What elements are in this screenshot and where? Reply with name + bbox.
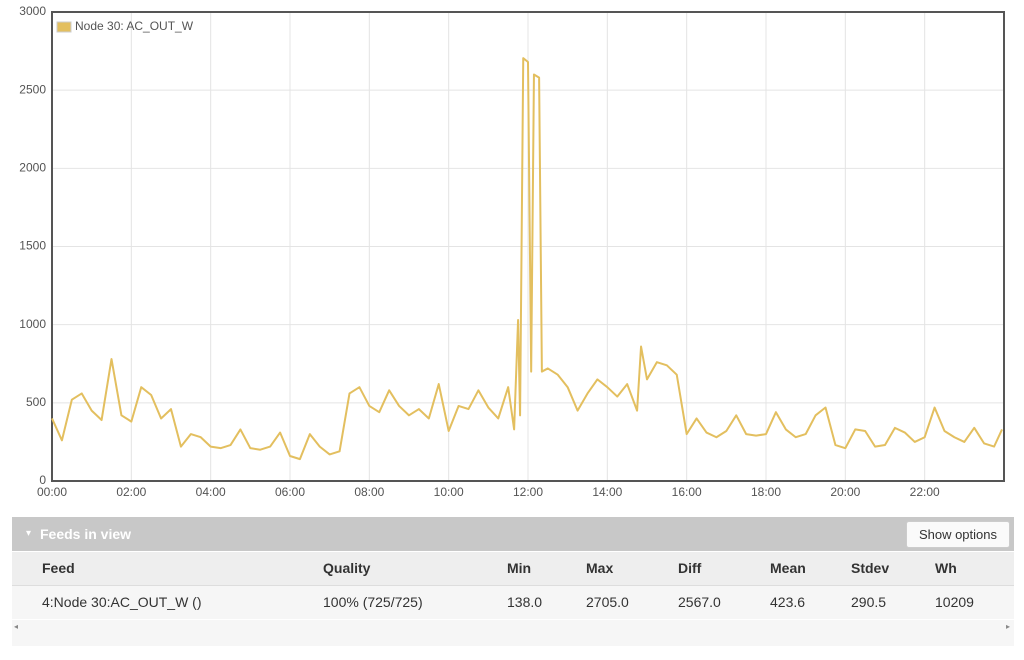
series-line bbox=[51, 57, 1003, 461]
column-header: Max bbox=[586, 560, 614, 576]
y-tick-label: 2500 bbox=[19, 82, 46, 96]
x-tick-label: 14:00 bbox=[592, 485, 622, 499]
x-tick-label: 00:00 bbox=[37, 485, 67, 499]
x-tick-label: 02:00 bbox=[116, 485, 146, 499]
column-header: Mean bbox=[770, 560, 806, 576]
legend-swatch bbox=[56, 21, 72, 33]
x-tick-label: 12:00 bbox=[513, 485, 543, 499]
x-tick-label: 08:00 bbox=[354, 485, 384, 499]
column-header: Feed bbox=[42, 560, 75, 576]
scrollbar[interactable]: ◂ ▸ bbox=[12, 620, 1014, 646]
x-tick-label: 06:00 bbox=[275, 485, 305, 499]
y-tick-label: 0 bbox=[39, 473, 46, 487]
scroll-left[interactable]: ◂ bbox=[14, 622, 19, 631]
column-header: Stdev bbox=[851, 560, 890, 576]
x-tick-label: 22:00 bbox=[910, 485, 940, 499]
panel-title: Feeds in view bbox=[40, 526, 132, 542]
y-tick-label: 1500 bbox=[19, 239, 46, 253]
y-tick-label: 2000 bbox=[19, 161, 46, 175]
x-tick-label: 20:00 bbox=[830, 485, 860, 499]
chart: 0 500 1000 1500 2000 2500 3000 00:00 02:00 04:00 0… bbox=[19, 4, 1005, 499]
table-cell: 423.6 bbox=[770, 594, 806, 610]
x-tick-label: 18:00 bbox=[751, 485, 781, 499]
table-cell: 100% (725/725) bbox=[323, 594, 423, 610]
table-cell: 4:Node 30:AC_OUT_W () bbox=[42, 594, 202, 610]
table-header: Feed Quality Min Max Diff Mean Stdev Wh bbox=[12, 552, 1014, 586]
table-row: 4:Node 30:AC_OUT_W () 100% (725/725) 138.0… bbox=[12, 586, 1014, 619]
y-tick-label: 1000 bbox=[19, 317, 46, 331]
panel-header[interactable]: ▾ Feeds in view Show options bbox=[12, 517, 1014, 551]
column-header: Min bbox=[507, 560, 532, 576]
column-header: Wh bbox=[935, 560, 957, 576]
table-cell: 2567.0 bbox=[678, 594, 721, 610]
x-tick-label: 10:00 bbox=[434, 485, 464, 499]
x-tick-label: 16:00 bbox=[672, 485, 702, 499]
column-header: Quality bbox=[323, 560, 371, 576]
show-options-button[interactable]: Show options bbox=[905, 521, 1010, 548]
table-cell: 10209 bbox=[935, 594, 974, 610]
scroll-right[interactable]: ▸ bbox=[1005, 622, 1010, 631]
x-tick-label: 04:00 bbox=[196, 485, 226, 499]
column-header: Diff bbox=[678, 560, 702, 576]
legend-label: Node 30: AC_OUT_W bbox=[75, 19, 194, 33]
collapse-arrow: ▾ bbox=[26, 528, 32, 539]
plot-border bbox=[51, 11, 1005, 482]
table-cell: 138.0 bbox=[507, 594, 543, 610]
table-cell: 290.5 bbox=[851, 594, 887, 610]
y-tick-label: 500 bbox=[26, 395, 46, 409]
y-tick-label: 3000 bbox=[19, 4, 46, 18]
table-cell: 2705.0 bbox=[586, 594, 629, 610]
